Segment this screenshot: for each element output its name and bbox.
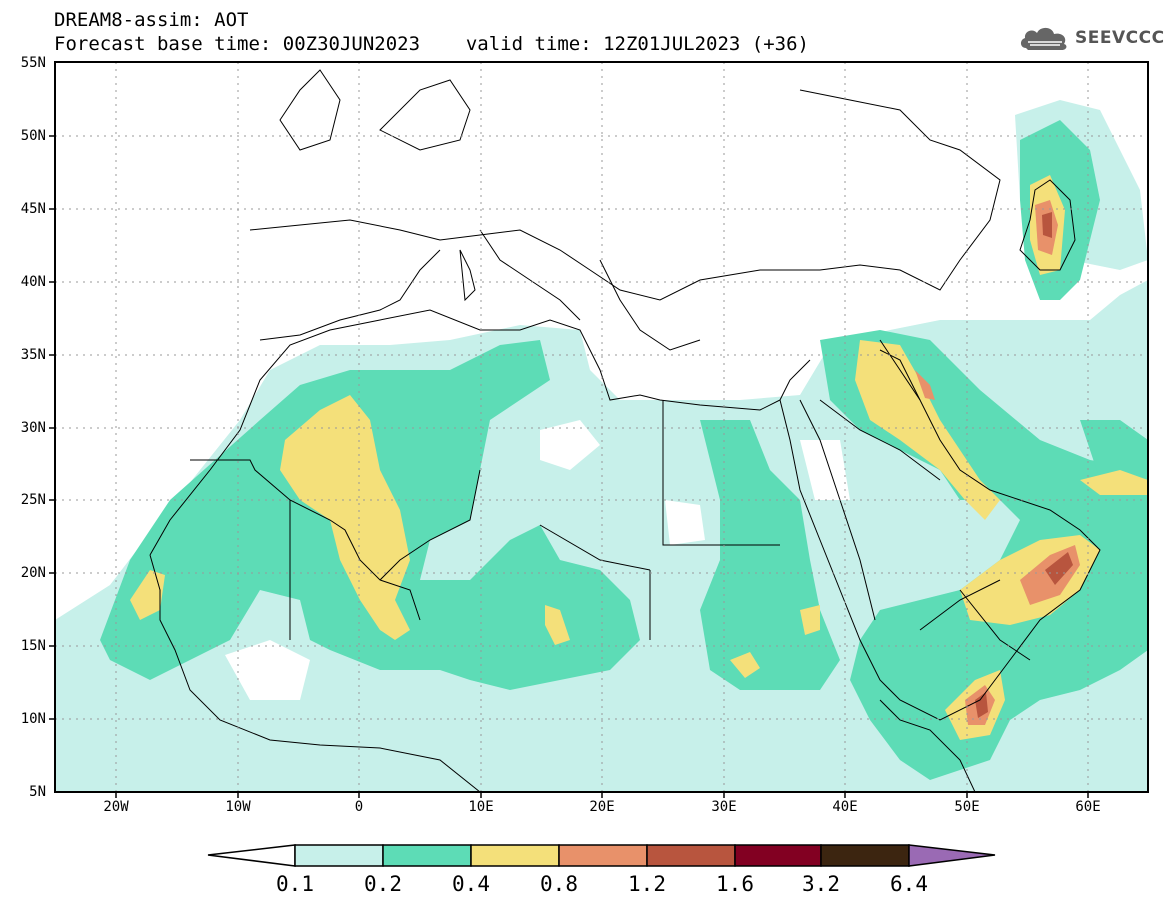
aot-band-0.4 [800,605,820,635]
forecast-base-time: Forecast base time: 00Z30JUN2023 [54,33,421,55]
lat-label: 35N [20,347,46,363]
map-title: DREAM8-assim: AOT [54,9,249,31]
axis-ticks [49,135,1089,798]
lat-label: 45N [20,201,46,217]
logo-text: SEEVCCC [1075,28,1165,48]
lon-label: 0 [354,799,364,815]
lat-label: 25N [20,492,46,508]
colorbar-bin-1.6 [734,844,822,867]
aot-field [55,100,1148,792]
colorbar-label: 0.8 [540,872,578,896]
colorbar-under-arrow [207,844,296,867]
lon-label: 40E [832,799,858,815]
lat-label: 20N [20,565,46,581]
forecast-times: Forecast base time: 00Z30JUN2023 valid t… [54,33,809,55]
colorbar-label: 0.2 [364,872,402,896]
colorbar-label: 0.4 [452,872,490,896]
aot-band-0.4 [730,652,760,678]
lat-label: 55N [20,55,46,71]
lat-label: 40N [20,274,46,290]
cloud-icon [1020,27,1067,50]
lon-label: 20E [589,799,615,815]
colorbar-bin-3.2 [820,844,910,867]
lon-label: 60E [1075,799,1101,815]
aot-band-0.4 [280,395,410,640]
colorbar-bin-1.2 [646,844,736,867]
lat-label: 5N [29,784,46,800]
aot-band-0.2 [820,330,1148,780]
aot-gap [540,420,600,470]
colorbar [207,844,996,867]
lat-label: 10N [20,711,46,727]
aot-gap [800,440,850,500]
lon-label: 30E [711,799,737,815]
aot-band-0.4 [855,340,1000,520]
aot-gap [665,500,705,545]
aot-band-0.8 [915,370,935,400]
colorbar-bin-0.4 [470,844,560,867]
aot-band-0.4 [545,605,570,645]
lon-label: 10E [468,799,494,815]
lon-label: 50E [954,799,980,815]
aot-band-0.2 [1080,420,1148,480]
valid-time: valid time: 12Z01JUL2023 (+36) [465,33,809,55]
coastlines [149,69,1101,792]
aot-gap [225,640,310,700]
colorbar-label: 1.6 [716,872,754,896]
colorbar-label: 0.1 [276,872,314,896]
colorbar-label: 3.2 [802,872,840,896]
colorbar-label: 6.4 [890,872,928,896]
colorbar-label: 1.2 [628,872,666,896]
aot-band-1.2 [1045,552,1073,585]
colorbar-bin-0.8 [558,844,648,867]
aot-band-0.4 [130,570,165,620]
aot-band-1.2 [1042,212,1052,238]
colorbar-over-arrow [908,844,996,867]
graticule [55,62,1148,792]
colorbar-bin-0.1 [294,844,384,867]
lat-label: 50N [20,128,46,144]
colorbar-bin-0.2 [382,844,472,867]
lat-label: 30N [20,420,46,436]
aot-band-1.2 [975,692,988,718]
seevccc-logo: SEEVCCC [1018,24,1165,52]
lon-label: 10W [225,799,251,815]
lon-label: 20W [103,799,129,815]
lat-label: 15N [20,638,46,654]
aot-band-0.4 [1080,470,1148,495]
